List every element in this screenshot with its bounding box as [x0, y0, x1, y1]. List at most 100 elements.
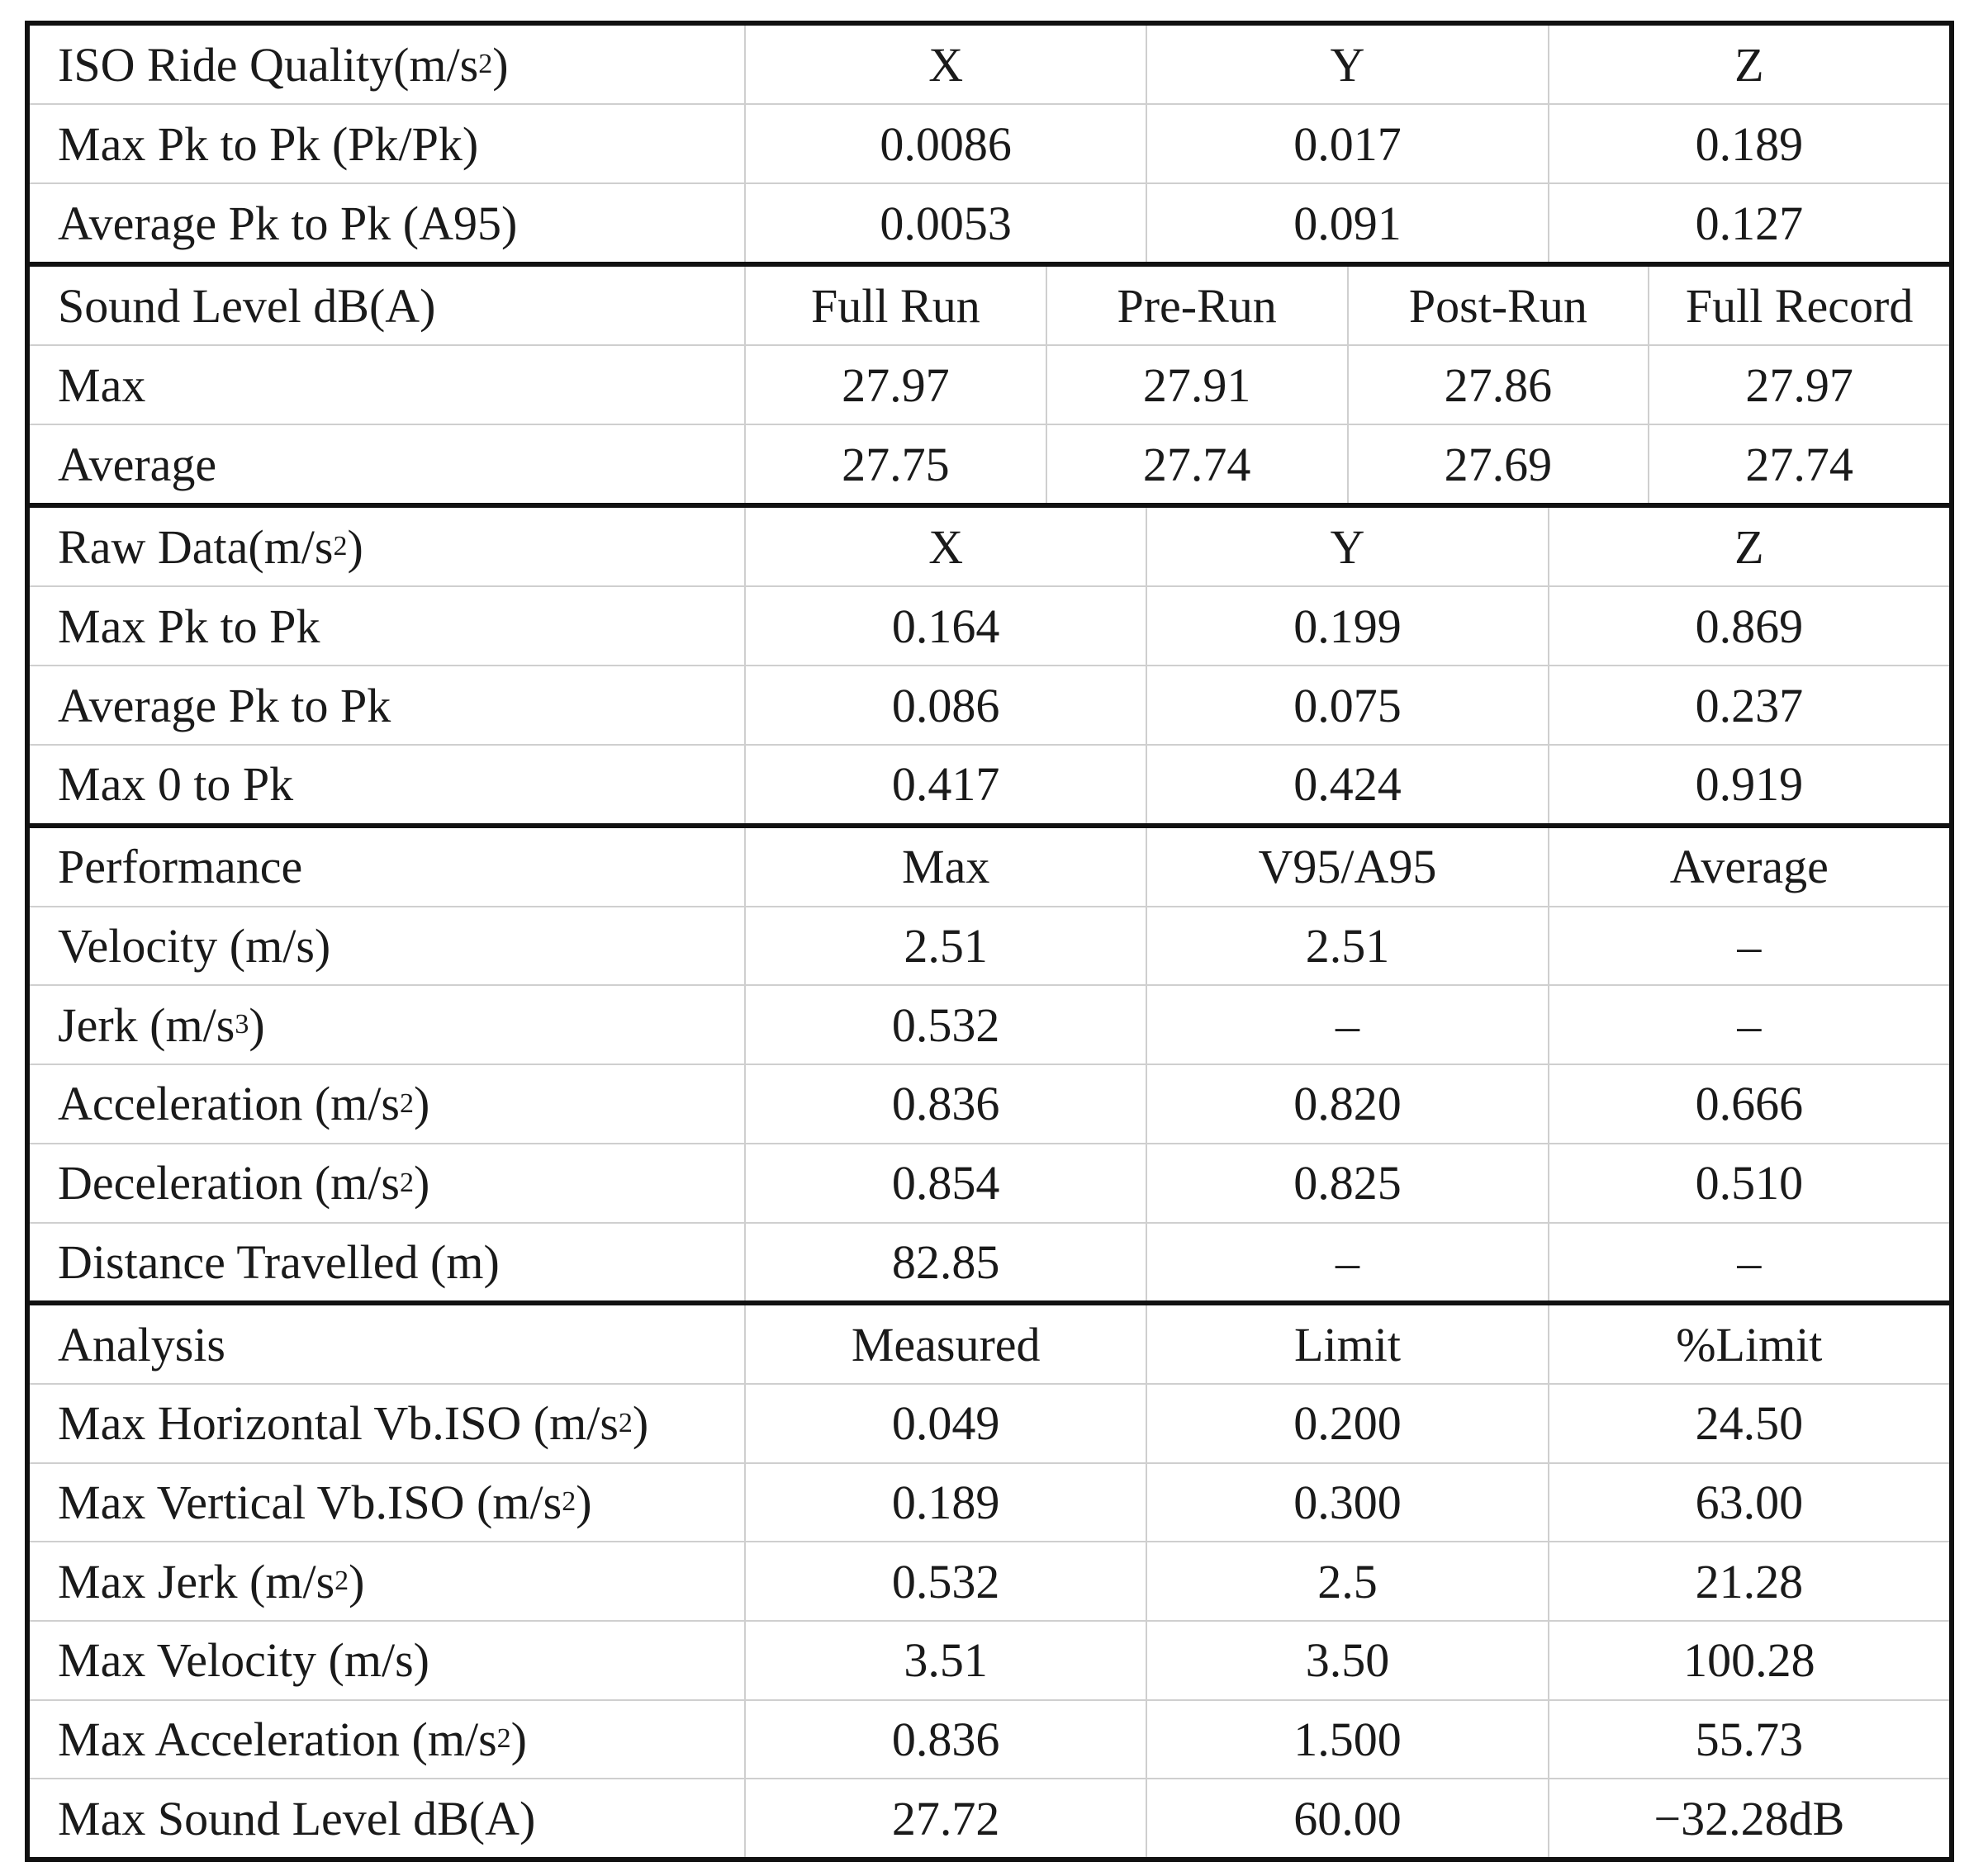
- row-label: Average: [58, 437, 217, 491]
- table-cell: 0.237: [1547, 666, 1949, 745]
- table-cell: 0.017: [1146, 105, 1547, 183]
- table-cell: 27.75: [744, 425, 1046, 504]
- column-header: Pre-Run: [1045, 267, 1347, 345]
- table-cell: –: [1547, 1223, 1949, 1301]
- section-title: Analysis: [58, 1317, 225, 1371]
- table-cell: 100.28: [1547, 1621, 1949, 1699]
- table-row: Acceleration (m/s 2) 0.836 0.820 0.666: [30, 1064, 1949, 1143]
- row-label: Deceleration (m/s 2): [58, 1156, 430, 1210]
- row-label: Average Pk to Pk (A95): [58, 196, 518, 250]
- table-cell: 27.74: [1648, 425, 1949, 504]
- table-row: Average Pk to Pk (A95) 0.0053 0.091 0.12…: [30, 182, 1949, 263]
- row-label: Max: [58, 358, 146, 412]
- table-cell: 0.532: [744, 986, 1146, 1064]
- row-label: Max Vertical Vb.ISO (m/s 2): [58, 1475, 592, 1529]
- table-row: Jerk (m/s 3) 0.532 – –: [30, 984, 1949, 1064]
- table-cell: 0.532: [744, 1542, 1146, 1620]
- table-cell: 0.200: [1146, 1384, 1547, 1462]
- table-cell: 3.51: [744, 1621, 1146, 1699]
- table-cell: 0.086: [744, 666, 1146, 745]
- column-header: Y: [1146, 508, 1547, 586]
- row-label: Max Horizontal Vb.ISO (m/s 2): [58, 1396, 649, 1451]
- performance-section: Performance Max V95/A95 Average Velocity…: [30, 822, 1949, 1301]
- table-row: Max Pk to Pk (Pk/Pk) 0.0086 0.017 0.189: [30, 103, 1949, 183]
- table-cell: 2.51: [744, 907, 1146, 985]
- table-row: Max Sound Level dB(A) 27.72 60.00 −32.28…: [30, 1778, 1949, 1857]
- table-cell: 0.0086: [744, 105, 1146, 183]
- table-row: Average Pk to Pk 0.086 0.075 0.237: [30, 665, 1949, 745]
- column-header: Z: [1547, 508, 1949, 586]
- table-row: Average 27.75 27.74 27.69 27.74: [30, 424, 1949, 504]
- row-label: Max Jerk (m/s 2): [58, 1554, 365, 1608]
- table-cell: 60.00: [1146, 1779, 1547, 1857]
- row-label: Distance Travelled (m): [58, 1234, 500, 1289]
- table-cell: –: [1146, 986, 1547, 1064]
- row-label: Max Pk to Pk: [58, 599, 320, 653]
- row-label: Jerk (m/s 3): [58, 997, 265, 1052]
- column-header: Average: [1547, 827, 1949, 906]
- iso-ride-quality-section: ISO Ride Quality(m/s 2) X Y Z Max Pk to P…: [30, 26, 1949, 263]
- column-header: X: [744, 26, 1146, 104]
- table-cell: 63.00: [1547, 1463, 1949, 1542]
- table-row: Max Horizontal Vb.ISO (m/s 2) 0.049 0.200…: [30, 1382, 1949, 1462]
- section-title: ISO Ride Quality(m/s 2): [58, 37, 509, 92]
- table-cell: 0.510: [1547, 1144, 1949, 1222]
- table-cell: 0.825: [1146, 1144, 1547, 1222]
- column-header: Measured: [744, 1305, 1146, 1383]
- sound-level-section: Sound Level dB(A) Full Run Pre-Run Post-…: [30, 262, 1949, 504]
- table-cell: –: [1547, 907, 1949, 985]
- row-label: Velocity (m/s): [58, 918, 331, 973]
- results-table: ISO Ride Quality(m/s 2) X Y Z Max Pk to P…: [25, 21, 1954, 1862]
- table-row: Max 27.97 27.91 27.86 27.97: [30, 344, 1949, 424]
- table-cell: 0.049: [744, 1384, 1146, 1462]
- row-label: Max Velocity (m/s): [58, 1633, 429, 1688]
- section-title: Sound Level dB(A): [58, 278, 436, 333]
- table-cell: 27.69: [1346, 425, 1649, 504]
- table-cell: 0.127: [1547, 184, 1949, 263]
- table-cell: 0.666: [1547, 1065, 1949, 1143]
- table-row: Max Pk to Pk 0.164 0.199 0.869: [30, 585, 1949, 666]
- table-cell: 1.500: [1146, 1700, 1547, 1779]
- table-cell: 0.164: [744, 587, 1146, 666]
- table-cell: 24.50: [1547, 1384, 1949, 1462]
- table-cell: 0.075: [1146, 666, 1547, 745]
- table-cell: 0.836: [744, 1065, 1146, 1143]
- table-cell: 0.836: [744, 1700, 1146, 1779]
- table-header-row: Performance Max V95/A95 Average: [30, 827, 1949, 906]
- table-header-row: Sound Level dB(A) Full Run Pre-Run Post-…: [30, 267, 1949, 345]
- table-cell: 0.417: [744, 746, 1146, 823]
- table-header-row: Raw Data(m/s 2) X Y Z: [30, 508, 1949, 586]
- row-label: Max Acceleration (m/s 2): [58, 1712, 527, 1766]
- column-header: X: [744, 508, 1146, 586]
- table-row: Max 0 to Pk 0.417 0.424 0.919: [30, 744, 1949, 823]
- column-header: Limit: [1146, 1305, 1547, 1383]
- table-cell: –: [1146, 1223, 1547, 1301]
- table-row: Max Vertical Vb.ISO (m/s 2) 0.189 0.300 6…: [30, 1461, 1949, 1542]
- section-title: Raw Data(m/s 2): [58, 519, 363, 574]
- table-cell: 55.73: [1547, 1700, 1949, 1779]
- table-row: Deceleration (m/s 2) 0.854 0.825 0.510: [30, 1142, 1949, 1222]
- table-cell: 0.919: [1547, 746, 1949, 823]
- table-cell: 0.869: [1547, 587, 1949, 666]
- table-row: Max Velocity (m/s) 3.51 3.50 100.28: [30, 1619, 1949, 1699]
- table-cell: 82.85: [744, 1223, 1146, 1301]
- table-cell: 27.86: [1346, 346, 1649, 424]
- row-label: Max Sound Level dB(A): [58, 1791, 536, 1845]
- table-cell: 27.97: [744, 346, 1046, 424]
- table-header-row: ISO Ride Quality(m/s 2) X Y Z: [30, 26, 1949, 104]
- table-cell: 0.300: [1146, 1463, 1547, 1542]
- table-cell: 27.72: [744, 1779, 1146, 1857]
- table-cell: 27.74: [1045, 425, 1347, 504]
- table-row: Max Jerk (m/s 2) 0.532 2.5 21.28: [30, 1541, 1949, 1620]
- column-header: Y: [1146, 26, 1547, 104]
- column-header: Z: [1547, 26, 1949, 104]
- table-cell: 0.189: [1547, 105, 1949, 183]
- table-cell: 2.5: [1146, 1542, 1547, 1620]
- column-header: Post-Run: [1346, 267, 1649, 345]
- table-cell: 21.28: [1547, 1542, 1949, 1620]
- table-cell: 27.97: [1648, 346, 1949, 424]
- table-cell: 27.91: [1045, 346, 1347, 424]
- table-cell: 2.51: [1146, 907, 1547, 985]
- table-cell: –: [1547, 986, 1949, 1064]
- row-label: Max 0 to Pk: [58, 757, 294, 812]
